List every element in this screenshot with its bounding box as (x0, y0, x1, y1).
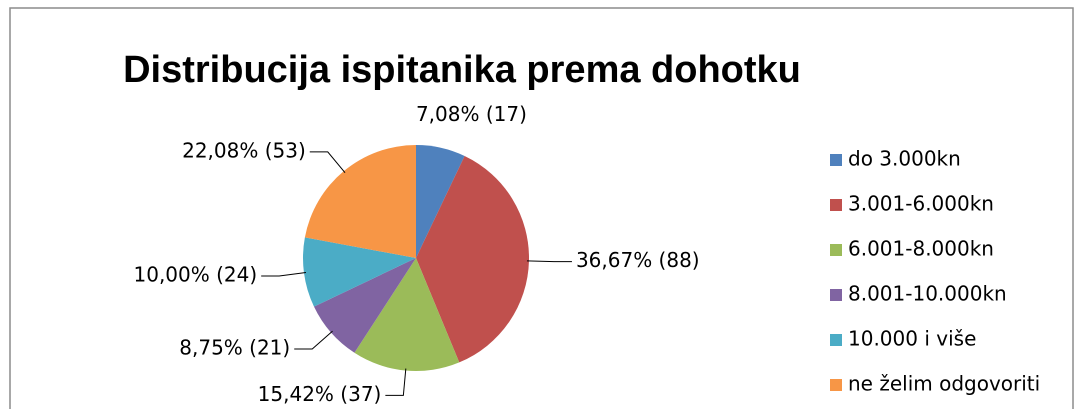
chart-title: Distribucija ispitanika prema dohotku (123, 49, 801, 91)
leader-line (294, 330, 333, 350)
chart-border (9, 7, 1074, 409)
data-label: 8,75% (21) (179, 335, 290, 359)
pie-slice (416, 155, 530, 363)
data-label: 7,08% (17) (416, 102, 527, 126)
pie-slice (304, 145, 416, 258)
legend-label: 10.000 i više (848, 327, 976, 351)
leader-line (261, 271, 307, 277)
legend-label: 6.001-8.000kn (848, 237, 994, 261)
legend-swatch (830, 379, 842, 391)
legend-swatch (830, 289, 842, 301)
pie-slice (416, 145, 465, 258)
legend-label: ne želim odgovoriti (848, 372, 1040, 396)
leader-line (385, 368, 407, 396)
legend-swatch (830, 244, 842, 256)
data-label: 15,42% (37) (258, 382, 382, 406)
leader-line (526, 260, 572, 263)
data-label: 22,08% (53) (182, 138, 306, 162)
leader-line (309, 151, 346, 173)
legend-swatch (830, 154, 842, 166)
legend-swatch (830, 199, 842, 211)
data-label: 36,67% (88) (576, 248, 700, 272)
pie-slice (313, 258, 416, 353)
legend-label: 3.001-6.000kn (848, 192, 994, 216)
legend-label: do 3.000kn (848, 147, 961, 171)
legend-label: 8.001-10.000kn (848, 282, 1007, 306)
data-label: 10,00% (24) (134, 262, 258, 286)
pie-slice (303, 237, 416, 307)
legend-swatch (830, 334, 842, 346)
pie-slice (354, 258, 460, 371)
